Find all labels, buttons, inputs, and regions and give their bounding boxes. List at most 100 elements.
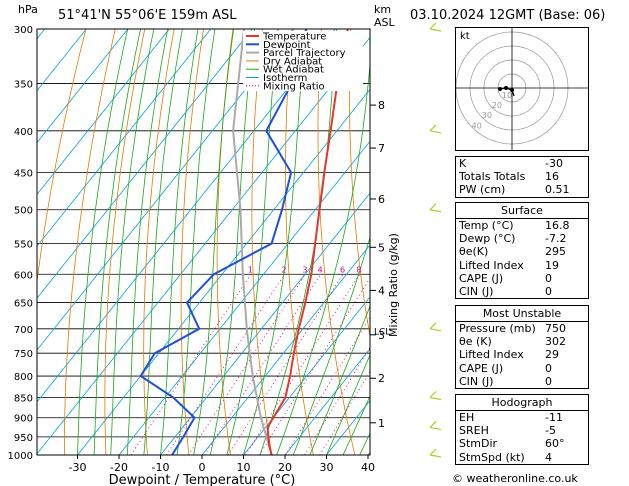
legend-label: Mixing Ratio bbox=[263, 81, 325, 92]
isotherm-line bbox=[243, 296, 370, 455]
wet-adiabat-line bbox=[126, 29, 169, 455]
hodograph-value: 4 bbox=[545, 450, 552, 464]
dry-adiabat-line bbox=[317, 29, 356, 455]
wet-adiabat-line bbox=[226, 29, 279, 455]
indices-panel: K -30 Totals Totals 16 PW (cm) 0.51 bbox=[455, 156, 589, 198]
dry-adiabat-line bbox=[64, 29, 116, 455]
dry-adiabat-line bbox=[180, 29, 204, 455]
most-unstable-value: 302 bbox=[545, 335, 566, 349]
most-unstable-value: 0 bbox=[545, 374, 552, 388]
km-tick-label: 5 bbox=[378, 241, 385, 254]
mixing-ratio-label: 1 bbox=[248, 265, 253, 274]
hodograph-label: StmSpd (kt) bbox=[459, 450, 525, 464]
temp-tick-label: -30 bbox=[69, 461, 87, 474]
wet-adiabat-line bbox=[243, 29, 306, 455]
surface-label: CAPE (J) bbox=[459, 271, 504, 285]
surface-value: 0 bbox=[545, 271, 552, 285]
pressure-tick-label: 800 bbox=[14, 372, 33, 383]
lcl-label: LCL bbox=[374, 327, 390, 337]
isotherm-line bbox=[118, 140, 370, 455]
wet-adiabat-line bbox=[93, 29, 141, 455]
surface-row: Temp (°C) 16.8 bbox=[456, 219, 588, 232]
wet-adiabat-line bbox=[292, 235, 370, 455]
hodograph-row: SREH -5 bbox=[456, 424, 588, 437]
most-unstable-row: θe (K) 302 bbox=[456, 335, 588, 348]
legend-label: Temperature bbox=[262, 32, 326, 43]
dry-adiabat-line bbox=[285, 29, 314, 455]
plot-frame bbox=[36, 28, 371, 456]
hodograph-ring-label: 10 bbox=[502, 91, 512, 100]
hodograph-label: SREH bbox=[459, 424, 489, 438]
hodograph-value: -5 bbox=[545, 424, 556, 438]
wind-barb bbox=[429, 22, 442, 32]
asl-axis-unit: ASL bbox=[374, 16, 395, 29]
most-unstable-value: 750 bbox=[545, 322, 566, 335]
surface-row: Dewp (°C) -7.2 bbox=[456, 232, 588, 245]
surface-row: CIN (J) 0 bbox=[456, 285, 588, 298]
legend-label: Isotherm bbox=[263, 73, 307, 84]
temp-tick-label: -20 bbox=[110, 461, 128, 474]
isotherm-line bbox=[160, 192, 370, 455]
mixing-ratio-label: 25 bbox=[426, 265, 436, 274]
temp-tick-label: 10 bbox=[237, 461, 251, 474]
hodograph-row: EH -11 bbox=[456, 411, 588, 424]
mixing-ratio-label: 3 bbox=[302, 265, 307, 274]
hodograph-row: StmDir 60° bbox=[456, 437, 588, 450]
pressure-tick-label: 500 bbox=[14, 206, 33, 217]
hodograph-row: StmSpd (kt) 4 bbox=[456, 451, 588, 464]
legend-label: Dewpoint bbox=[263, 40, 311, 51]
most-unstable-label: Pressure (mb) bbox=[459, 322, 536, 335]
wind-barb bbox=[429, 124, 442, 134]
surface-label: Temp (°C) bbox=[459, 219, 514, 232]
surface-value: -7.2 bbox=[545, 232, 567, 246]
index-value: 16 bbox=[545, 170, 559, 184]
surface-panel: Surface Temp (°C) 16.8 Dewp (°C) -7.2 θe(K) 2… bbox=[455, 202, 589, 300]
pressure-tick-label: 600 bbox=[14, 270, 33, 281]
wet-adiabat-line bbox=[160, 29, 199, 455]
mixing-ratio-line bbox=[204, 274, 321, 455]
temp-tick-label: -10 bbox=[152, 461, 170, 474]
mixing-ratio-line bbox=[285, 316, 370, 455]
hodograph-value: -11 bbox=[545, 411, 563, 424]
wet-adiabat-line bbox=[276, 60, 370, 455]
isotherm-line bbox=[37, 29, 129, 144]
pressure-tick-label: 750 bbox=[14, 349, 33, 360]
surface-value: 295 bbox=[545, 245, 566, 259]
isotherm-line bbox=[37, 29, 170, 196]
hodograph-value: 60° bbox=[545, 437, 565, 451]
isotherm-line bbox=[77, 88, 370, 455]
km-tick-label: 3 bbox=[378, 329, 385, 342]
wet-adiabat-line bbox=[309, 304, 370, 455]
credit-text: © weatheronline.co.uk bbox=[452, 472, 578, 485]
km-tick-label: 8 bbox=[378, 99, 385, 112]
pressure-tick-label: 550 bbox=[14, 239, 33, 250]
surface-value: 0 bbox=[545, 284, 552, 298]
hodograph-point bbox=[510, 88, 514, 92]
km-tick-label: 1 bbox=[378, 417, 385, 430]
dewpoint-line bbox=[139, 29, 308, 455]
index-value: -30 bbox=[545, 157, 563, 170]
mixing-ratio-axis-title: Mixing Ratio (g/kg) bbox=[387, 233, 400, 337]
dry-adiabat-line bbox=[37, 29, 87, 285]
surface-value: 16.8 bbox=[545, 219, 570, 232]
pressure-tick-label: 350 bbox=[14, 80, 33, 91]
km-tick-label: 7 bbox=[378, 142, 385, 155]
hodograph-label: EH bbox=[459, 411, 475, 424]
hodograph-trace bbox=[499, 87, 515, 97]
index-label: Totals Totals bbox=[459, 170, 526, 184]
parcel-trajectory-line bbox=[232, 29, 273, 455]
hodograph-table-panel: Hodograph EH -11 SREH -5 StmDir 60° StmSpd (kt… bbox=[455, 394, 589, 465]
x-axis-title: Dewpoint / Temperature (°C) bbox=[109, 473, 296, 486]
temp-tick-label: 30 bbox=[320, 461, 334, 474]
plot-area: 1 2 3 4 6 8 10 15 20 25 bbox=[37, 29, 436, 455]
wind-barb bbox=[429, 391, 442, 401]
pressure-tick-label: 950 bbox=[14, 433, 33, 444]
wet-adiabat-line bbox=[342, 395, 370, 455]
surface-row: θe(K) 295 bbox=[456, 245, 588, 258]
most-unstable-label: θe (K) bbox=[459, 335, 492, 349]
pressure-tick-label: 700 bbox=[14, 325, 33, 336]
surface-label: Lifted Index bbox=[459, 258, 524, 272]
mixing-ratio-label: 8 bbox=[356, 265, 361, 274]
